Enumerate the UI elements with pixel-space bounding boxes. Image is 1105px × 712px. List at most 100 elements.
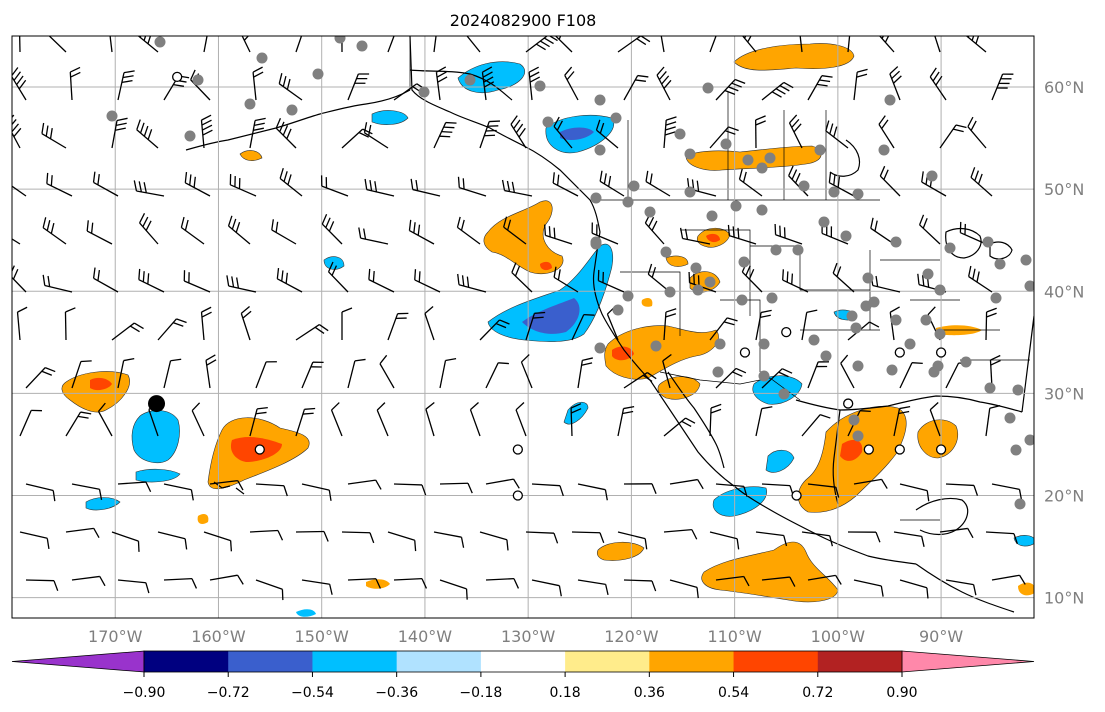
station-dot xyxy=(884,94,896,106)
wind-barb xyxy=(991,483,1023,501)
wind-barb xyxy=(870,217,895,245)
wind-barb xyxy=(899,362,923,389)
wind-barb xyxy=(968,265,993,293)
station-dot xyxy=(1004,412,1016,424)
wind-barb xyxy=(970,167,993,197)
wind-barb xyxy=(240,305,252,341)
wind-barb xyxy=(617,531,648,550)
open-station-marker xyxy=(512,444,523,455)
wind-barb xyxy=(135,36,159,53)
wind-barb xyxy=(967,116,987,149)
wind-barb xyxy=(853,68,868,101)
station-dot xyxy=(1010,444,1022,456)
station-dot xyxy=(890,236,902,248)
wind-barb xyxy=(801,531,834,547)
wind-barb xyxy=(41,122,67,149)
wind-barb xyxy=(531,483,564,497)
station-dot xyxy=(770,244,782,256)
wind-barb xyxy=(347,479,382,490)
station-dot xyxy=(904,338,916,350)
highlight-station-marker xyxy=(148,395,166,413)
anomaly-positive-region xyxy=(685,145,822,171)
wind-barb xyxy=(117,70,135,101)
wind-barb xyxy=(108,36,113,53)
wind-barb xyxy=(410,178,441,197)
wind-barb xyxy=(249,117,266,149)
wind-barb xyxy=(86,220,113,245)
station-dot xyxy=(920,314,932,326)
wind-barb xyxy=(828,171,855,197)
wind-barb xyxy=(205,354,217,389)
longitude-label: 140°W xyxy=(398,627,453,646)
wind-barb xyxy=(709,317,738,341)
wind-barb xyxy=(599,170,625,197)
longitude-label: 120°W xyxy=(604,627,659,646)
station-dot xyxy=(622,196,634,208)
anomaly-negative-region xyxy=(1013,535,1034,547)
wind-barb xyxy=(295,36,306,53)
wind-barb xyxy=(69,66,81,101)
station-dot xyxy=(610,112,622,124)
anomaly-positive-region xyxy=(239,150,263,161)
east-coastline xyxy=(1021,315,1034,413)
station-dot xyxy=(684,148,696,160)
wind-barb xyxy=(964,36,987,53)
wind-barb xyxy=(180,216,205,245)
colorbar-segment xyxy=(649,651,735,672)
open-station-marker xyxy=(739,347,751,358)
wind-barb xyxy=(709,531,740,550)
wind-barb xyxy=(376,402,389,437)
wind-barb xyxy=(16,306,28,341)
wind-barb xyxy=(252,66,264,101)
station-dot xyxy=(184,130,196,142)
station-dot xyxy=(764,152,776,164)
anomaly-negative-core xyxy=(560,127,594,140)
wind-barb xyxy=(889,306,900,341)
wind-barb xyxy=(825,120,849,149)
station-dot xyxy=(886,364,898,376)
station-dot xyxy=(154,36,166,48)
anomaly-positive-region xyxy=(596,541,645,561)
hawaii-island-2 xyxy=(235,487,245,495)
wind-barb xyxy=(929,402,941,437)
station-dot xyxy=(692,284,704,296)
anomaly-positive-region xyxy=(733,43,855,71)
station-dot xyxy=(706,210,718,222)
wind-barb xyxy=(485,478,520,489)
colorbar-segment xyxy=(144,651,229,672)
wind-barb xyxy=(341,307,353,340)
wind-barb xyxy=(295,530,329,542)
station-dot xyxy=(984,382,996,394)
colorbar-tick-label: −0.36 xyxy=(375,685,418,701)
wind-barb xyxy=(715,78,746,101)
station-dot xyxy=(106,110,118,122)
station-dot xyxy=(628,180,640,192)
wind-barb xyxy=(679,227,711,245)
wind-barb xyxy=(64,307,76,341)
station-dot xyxy=(334,36,346,44)
wind-barb xyxy=(553,116,573,149)
station-dot xyxy=(1020,254,1032,266)
wind-barb xyxy=(715,367,747,389)
station-dot xyxy=(818,216,830,228)
wind-barb xyxy=(501,179,533,197)
wind-barb xyxy=(551,36,573,53)
latitude-label: 30°N xyxy=(1044,384,1084,403)
station-dot xyxy=(792,244,804,256)
wind-barb xyxy=(577,357,593,389)
station-dot xyxy=(702,82,714,94)
station-dot xyxy=(312,68,324,80)
wind-barb xyxy=(183,270,211,293)
wind-barb xyxy=(570,403,582,437)
wind-barb xyxy=(347,578,382,589)
wind-barb xyxy=(479,531,509,551)
wind-barb xyxy=(163,483,194,501)
alaska-peninsula-coastline xyxy=(185,89,411,151)
wind-barb xyxy=(439,579,468,600)
wind-barb xyxy=(485,577,520,589)
us-state-border xyxy=(620,271,681,336)
station-dot xyxy=(704,276,716,288)
wind-barb xyxy=(25,483,56,502)
station-dot xyxy=(990,292,1002,304)
wind-barb xyxy=(42,274,73,293)
